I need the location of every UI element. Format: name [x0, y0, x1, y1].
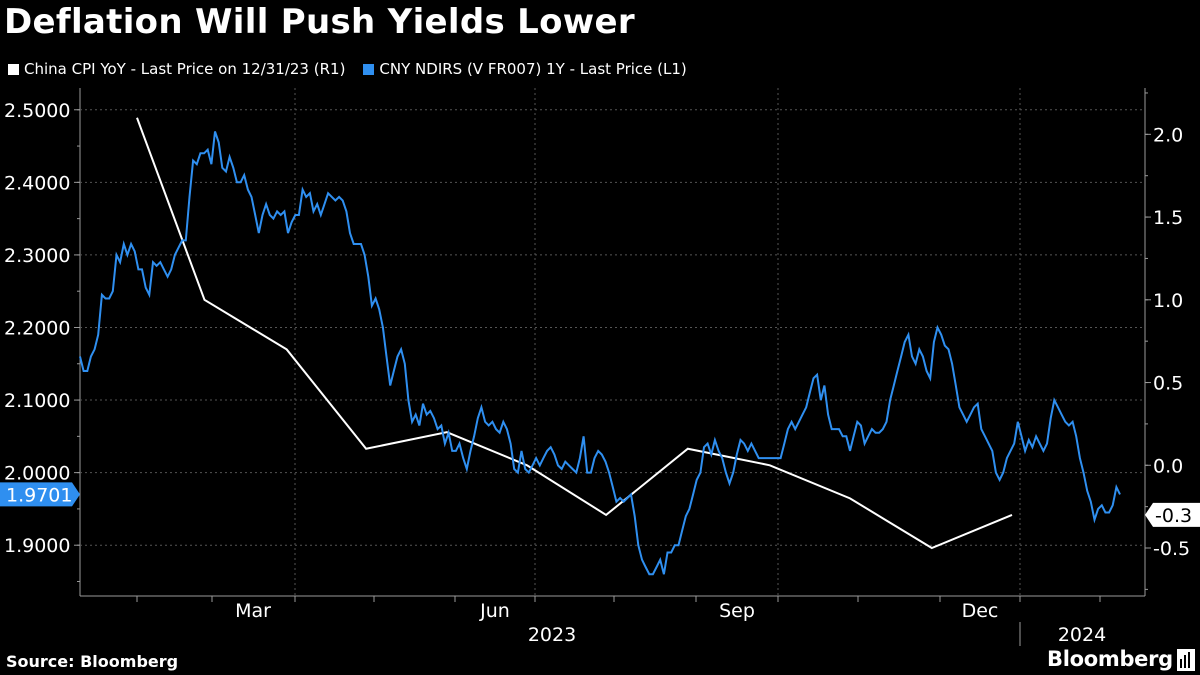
- left-tick-label: 2.4000: [4, 172, 70, 194]
- legend-swatch-ndirs: [363, 63, 375, 75]
- x-year-label: 2024: [1058, 624, 1106, 646]
- source-note: Source: Bloomberg: [6, 652, 179, 671]
- series-line-cpi: [136, 117, 1013, 550]
- legend-label-ndirs: CNY NDIRS (V FR007) 1Y - Last Price (L1): [379, 60, 687, 78]
- legend-item-cpi: China CPI YoY - Last Price on 12/31/23 (…: [8, 60, 345, 78]
- legend-item-ndirs: CNY NDIRS (V FR007) 1Y - Last Price (L1): [363, 60, 687, 78]
- right-tick-label: 1.5: [1153, 207, 1183, 229]
- last-value-label-right: -0.3: [1155, 505, 1192, 527]
- right-tick-label: 1.0: [1153, 290, 1183, 312]
- last-value-tag-right: [1145, 502, 1200, 527]
- legend: China CPI YoY - Last Price on 12/31/23 (…: [8, 60, 705, 78]
- series-line-ndirs: [79, 131, 1121, 576]
- right-tick-label: 0.5: [1153, 373, 1183, 395]
- bloomberg-logo: Bloomberg: [1047, 647, 1173, 671]
- left-tick-label: 2.1000: [4, 390, 70, 412]
- x-tick-label: Dec: [962, 600, 999, 622]
- right-tick-label: -0.5: [1153, 538, 1190, 560]
- left-tick-label: 2.2000: [4, 317, 70, 339]
- last-value-tag-left: [0, 482, 80, 507]
- last-value-label-left: 1.9701: [6, 484, 72, 506]
- x-tick-label: Jun: [479, 600, 510, 622]
- x-year-label: 2023: [528, 624, 576, 646]
- left-tick-label: 2.3000: [4, 245, 70, 267]
- bloomberg-terminal-icon: [1177, 649, 1195, 671]
- left-tick-label: 2.5000: [4, 100, 70, 122]
- left-tick-label: 1.9000: [4, 535, 70, 557]
- x-tick-label: Sep: [719, 600, 755, 622]
- x-tick-label: Mar: [235, 600, 271, 622]
- right-tick-label: 0.0: [1153, 455, 1183, 477]
- left-tick-label: 2.0000: [4, 463, 70, 485]
- legend-label-cpi: China CPI YoY - Last Price on 12/31/23 (…: [24, 60, 346, 78]
- right-tick-label: 2.0: [1153, 124, 1183, 146]
- legend-swatch-cpi: [8, 63, 19, 75]
- chart-title: Deflation Will Push Yields Lower: [4, 2, 635, 42]
